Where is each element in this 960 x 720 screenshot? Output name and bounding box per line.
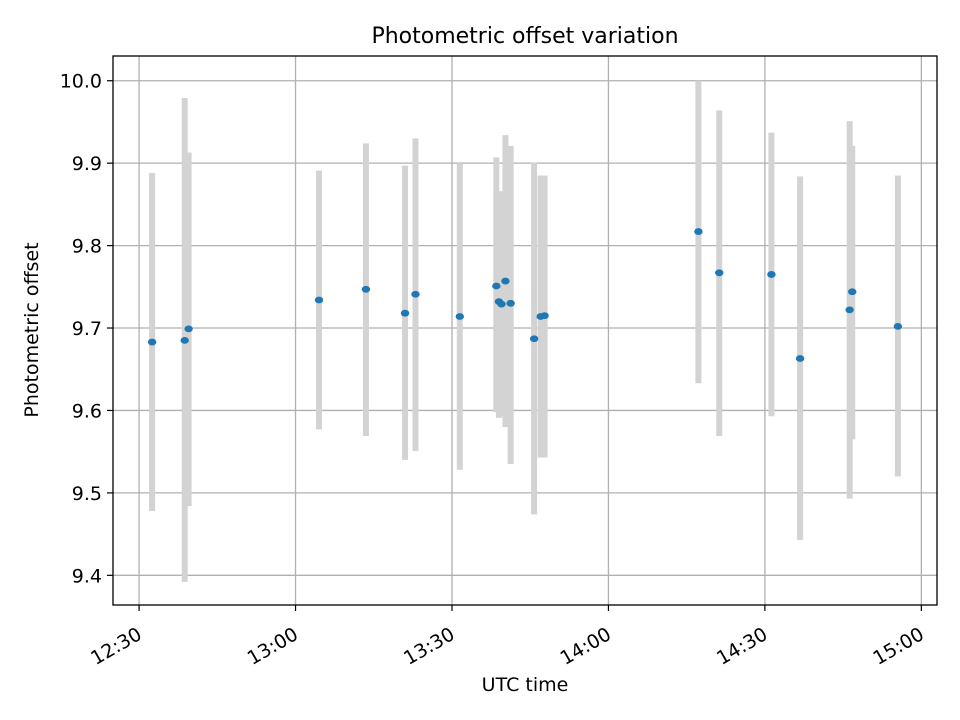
- data-point: [893, 322, 903, 330]
- plot-frame: [112, 55, 938, 606]
- x-tick-label: 14:00: [557, 623, 615, 669]
- x-tick-label: 13:00: [244, 623, 302, 669]
- y-tick-label: 9.5: [72, 483, 102, 505]
- data-point: [848, 288, 857, 296]
- data-point: [694, 228, 703, 235]
- y-axis-label: Photometric offset: [21, 242, 43, 417]
- data-point: [497, 300, 506, 308]
- data-point: [529, 335, 539, 343]
- y-tick-label: 9.8: [72, 236, 102, 258]
- x-axis-label: UTC time: [482, 674, 569, 696]
- data-point: [361, 285, 371, 293]
- data-point: [147, 338, 157, 346]
- y-tick-label: 9.4: [72, 565, 102, 587]
- data-point: [184, 325, 193, 333]
- grid-lines: [113, 56, 937, 605]
- data-point: [506, 299, 515, 307]
- data-point: [540, 312, 549, 320]
- x-axis-ticks: 12:30 13:00 13:30 14:00 14:30 15:00: [87, 605, 928, 670]
- y-tick-label: 9.7: [72, 318, 102, 340]
- data-point: [400, 309, 410, 317]
- data-point: [715, 269, 724, 277]
- data-point: [314, 296, 324, 304]
- data-point: [767, 271, 776, 278]
- chart-title: Photometric offset variation: [371, 24, 678, 49]
- y-tick-label: 10.0: [60, 71, 102, 93]
- data-point: [501, 277, 510, 285]
- data-points: [147, 228, 903, 362]
- x-tick-label: 12:30: [87, 623, 145, 669]
- data-point: [455, 313, 465, 320]
- y-tick-label: 9.6: [72, 400, 102, 422]
- y-tick-label: 9.9: [72, 153, 102, 175]
- error-bars: [149, 80, 901, 582]
- data-point: [795, 355, 805, 362]
- data-point: [411, 290, 420, 298]
- data-point: [180, 336, 189, 344]
- x-tick-label: 13:30: [400, 623, 458, 669]
- data-point: [492, 282, 501, 290]
- x-tick-label: 15:00: [869, 623, 927, 669]
- x-tick-label: 14:30: [713, 623, 771, 669]
- data-point: [845, 306, 854, 314]
- y-axis-ticks: 9.4 9.5 9.6 9.7 9.8 9.9 10.0: [60, 71, 113, 587]
